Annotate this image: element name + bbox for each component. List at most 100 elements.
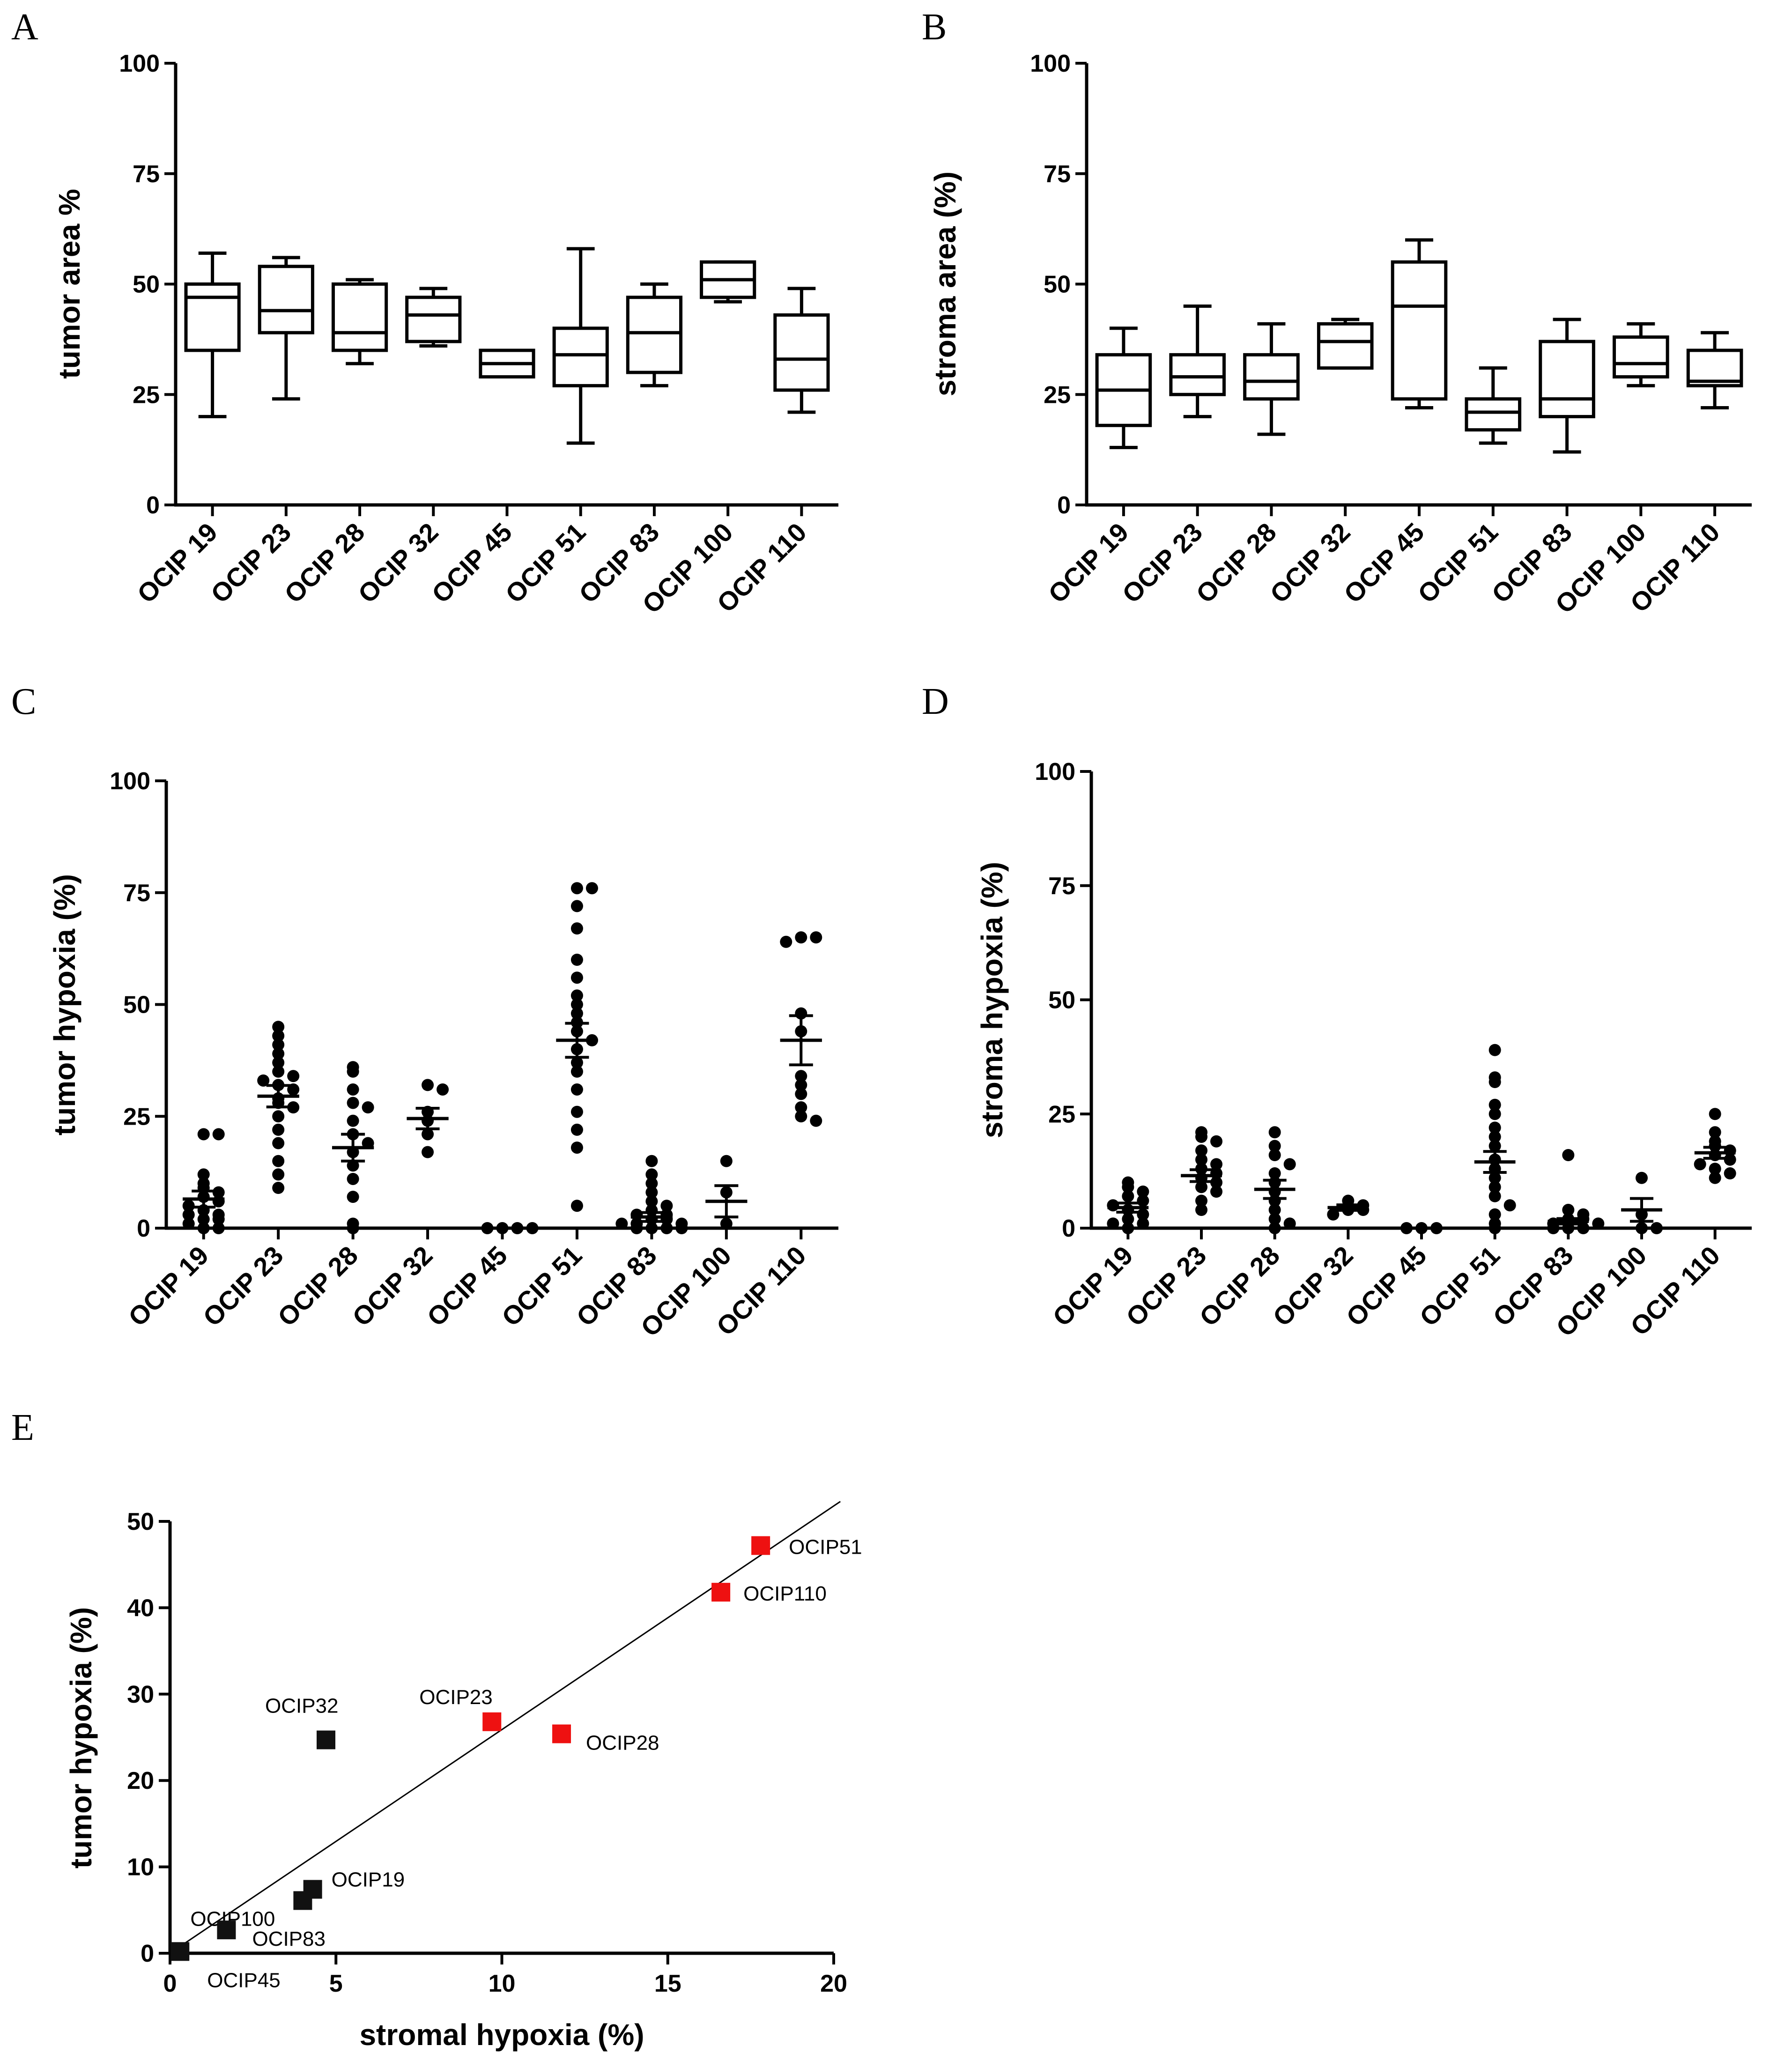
- data-point: [347, 1097, 359, 1109]
- data-point: [1268, 1167, 1281, 1179]
- box-plot: [184, 251, 241, 418]
- y-tick-label: 50: [123, 992, 150, 1019]
- data-point: [272, 1047, 285, 1060]
- data-point: [570, 1065, 583, 1078]
- scatter-point: [751, 1536, 770, 1555]
- point-label: OCIP45: [207, 1969, 281, 1992]
- dot-group: [1400, 1222, 1443, 1234]
- scatter-point: [482, 1712, 502, 1731]
- box-plot: [1613, 322, 1669, 387]
- dot-group: [332, 1061, 374, 1234]
- dot-group: [1547, 1149, 1605, 1234]
- data-point: [1488, 1098, 1501, 1111]
- box-plot: [331, 278, 388, 365]
- x-category-label: OCIP 28: [272, 1240, 363, 1332]
- dot-group: [556, 882, 598, 1212]
- data-point: [1122, 1190, 1134, 1202]
- data-point: [570, 1007, 583, 1020]
- data-point: [1195, 1181, 1207, 1193]
- data-point: [347, 1065, 359, 1078]
- x-category-label: OCIP 51: [500, 517, 592, 609]
- x-category-label: OCIP 32: [352, 517, 444, 609]
- data-point: [1709, 1163, 1721, 1175]
- dot-group: [481, 1222, 539, 1234]
- x-category-label: OCIP 23: [1116, 517, 1208, 609]
- data-point: [810, 1114, 822, 1127]
- box-plot: [773, 287, 830, 414]
- box-plot: [1465, 366, 1522, 445]
- box-iqr: [184, 282, 241, 352]
- data-point: [1210, 1176, 1222, 1189]
- data-point: [570, 1123, 583, 1136]
- data-point: [1488, 1208, 1501, 1221]
- point-label: OCIP19: [332, 1868, 405, 1891]
- y-axis-title: tumor hypoxia (%): [64, 1607, 98, 1868]
- data-point: [347, 1172, 359, 1185]
- y-axis-title: tumor hypoxia (%): [48, 874, 81, 1135]
- data-point: [1210, 1186, 1222, 1198]
- box-iqr: [1465, 397, 1522, 432]
- data-point: [182, 1200, 195, 1212]
- x-category-label: OCIP 19: [1047, 1240, 1139, 1332]
- dot-group: [407, 1079, 449, 1158]
- x-category-label: OCIP 51: [1414, 1240, 1505, 1332]
- dot-group: [1327, 1194, 1370, 1221]
- panel-label-a: A: [11, 7, 38, 48]
- y-tick-label: 50: [127, 1508, 154, 1535]
- data-point: [660, 1222, 673, 1234]
- panel-label-d: D: [922, 681, 949, 722]
- y-tick-label: 25: [123, 1103, 150, 1130]
- x-tick-label: 5: [329, 1970, 343, 1997]
- data-point: [1636, 1222, 1648, 1234]
- y-tick-label: 50: [133, 271, 160, 298]
- data-point: [272, 1182, 285, 1194]
- y-tick-label: 20: [127, 1767, 154, 1794]
- data-point: [645, 1195, 658, 1208]
- data-point: [1195, 1131, 1207, 1143]
- data-point: [1268, 1222, 1281, 1234]
- data-point: [1122, 1181, 1134, 1193]
- data-point: [1210, 1158, 1222, 1171]
- data-point: [197, 1213, 210, 1225]
- data-point: [272, 1110, 285, 1123]
- data-point: [1268, 1149, 1281, 1161]
- data-point: [1724, 1153, 1736, 1166]
- y-axis-title: tumor area %: [52, 189, 86, 378]
- box-plot: [1169, 304, 1226, 418]
- y-axis-title: stroma area (%): [928, 171, 962, 396]
- x-category-label: OCIP 45: [1340, 1240, 1432, 1332]
- data-point: [347, 1222, 359, 1234]
- trend-line: [170, 1501, 841, 1954]
- data-point: [212, 1222, 225, 1234]
- box-iqr: [1169, 353, 1226, 396]
- x-category-label: OCIP 32: [1267, 1240, 1359, 1332]
- data-point: [272, 1021, 285, 1033]
- data-point: [570, 989, 583, 1002]
- x-category-label: OCIP 28: [1190, 517, 1282, 609]
- box-iqr: [1613, 335, 1669, 379]
- data-point: [1592, 1217, 1605, 1230]
- x-category-label: OCIP 19: [123, 1240, 215, 1332]
- y-tick-label: 25: [1044, 381, 1071, 408]
- data-point: [1488, 1044, 1501, 1056]
- point-label: OCIP23: [419, 1686, 493, 1709]
- data-point: [1195, 1153, 1207, 1166]
- data-point: [1651, 1222, 1663, 1234]
- data-point: [272, 1065, 285, 1078]
- y-tick-label: 0: [1062, 1215, 1075, 1242]
- dot-group: [1474, 1044, 1516, 1234]
- data-point: [570, 1141, 583, 1154]
- data-point: [1122, 1222, 1134, 1234]
- scatter-point: [552, 1724, 571, 1743]
- box-iqr: [626, 296, 683, 374]
- x-category-label: OCIP 45: [421, 1240, 513, 1332]
- y-tick-label: 0: [141, 1940, 154, 1967]
- y-tick-label: 0: [137, 1215, 150, 1242]
- data-point: [1195, 1194, 1207, 1207]
- x-category-label: OCIP 45: [426, 517, 518, 609]
- data-point: [570, 1105, 583, 1118]
- box-plot: [405, 287, 462, 348]
